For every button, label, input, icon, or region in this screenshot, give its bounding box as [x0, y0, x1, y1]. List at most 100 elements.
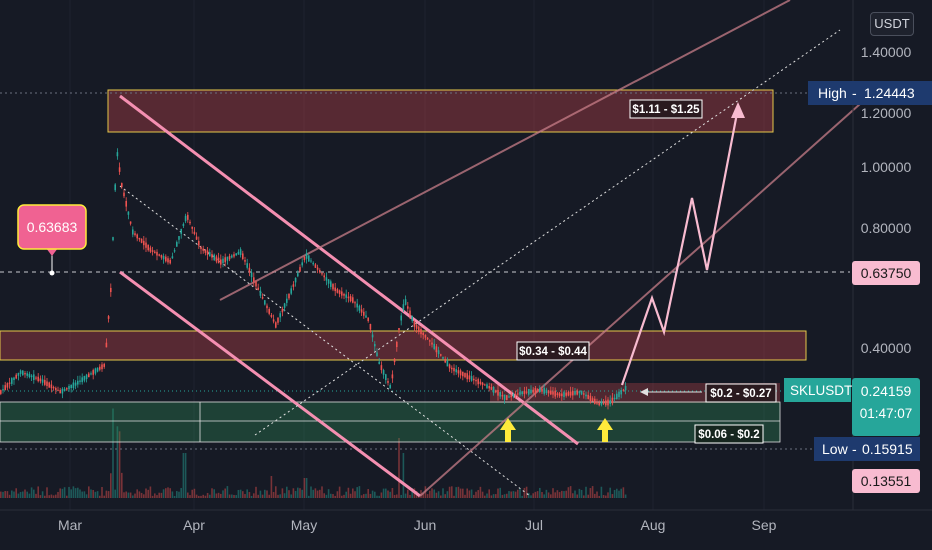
candle-body — [528, 388, 530, 395]
candle-body — [462, 371, 464, 377]
volume-bar — [596, 491, 598, 498]
time-axis[interactable]: Mar Apr May Jun Jul Aug Sep — [58, 517, 777, 533]
candle-body — [158, 254, 160, 256]
volume-bar — [466, 488, 468, 498]
volume-bar — [121, 472, 123, 498]
volume-bar — [363, 494, 365, 498]
volume-bar — [46, 487, 48, 498]
candle-body — [215, 256, 218, 262]
candle-body — [92, 370, 94, 375]
volume-bar — [28, 493, 31, 498]
volume-bar — [338, 486, 341, 498]
candle-body — [442, 357, 444, 359]
volume-bar — [85, 494, 88, 498]
volume-bar — [330, 493, 332, 498]
volume-bar — [224, 488, 226, 498]
candle-body — [583, 393, 585, 395]
volume-bar — [341, 495, 343, 498]
candle-body — [473, 378, 475, 381]
svg-text:Low: Low — [822, 441, 849, 457]
candle-body — [283, 303, 286, 308]
volume-bar — [358, 486, 361, 498]
volume-bar — [88, 486, 90, 498]
volume-bar — [336, 491, 339, 498]
candle-body — [77, 380, 79, 385]
zone-rect-4[interactable] — [0, 401, 781, 443]
candle-body — [90, 373, 92, 375]
volume-bar — [389, 491, 391, 498]
zone-label-3: $0.2 - $0.27 — [705, 383, 777, 403]
volume-bar — [470, 489, 473, 498]
volume-bar — [345, 491, 347, 498]
callout-box[interactable] — [17, 204, 87, 250]
y-tick-label: 1.20000 — [861, 105, 912, 121]
candle-body — [501, 395, 504, 397]
candle-body — [356, 303, 358, 308]
candle-body — [167, 258, 169, 263]
desc-channel-upper[interactable] — [119, 94, 579, 446]
volume-bar — [598, 495, 600, 498]
volume-bar — [530, 495, 532, 498]
candle-body — [600, 402, 603, 405]
candle-body — [620, 390, 622, 395]
candle-body — [17, 373, 20, 376]
candle-body — [145, 242, 147, 248]
asc-channel-upper[interactable] — [219, 0, 791, 301]
candle-body — [211, 254, 213, 258]
candle-body — [616, 393, 618, 400]
candle-body — [228, 255, 231, 260]
candle-body — [387, 381, 389, 383]
candle-body — [33, 374, 35, 381]
asc-channel-lower[interactable] — [419, 103, 861, 497]
candle-body — [363, 311, 365, 316]
candle-body — [101, 364, 103, 370]
volume-bar — [554, 492, 556, 498]
candle-body — [572, 390, 574, 396]
zone-rect-2[interactable] — [0, 330, 807, 361]
volume-bar — [308, 495, 310, 498]
candle-body — [50, 384, 53, 389]
volume-bar — [446, 491, 449, 498]
candle-body — [367, 317, 369, 322]
candle-body — [79, 380, 81, 382]
callout-dot — [49, 270, 55, 276]
candle-body — [259, 290, 262, 296]
volume-bar — [286, 486, 288, 498]
candle-body — [154, 251, 156, 254]
candle-body — [468, 375, 471, 380]
volume-bar — [176, 491, 178, 498]
candle-body — [140, 238, 143, 243]
candle-body — [371, 334, 374, 338]
price-axis[interactable]: 1.40000 1.20000 1.00000 0.80000 0.40000 — [861, 44, 912, 356]
desc-channel-lower[interactable] — [119, 270, 421, 498]
volume-bar — [94, 491, 97, 498]
candle-body — [195, 236, 198, 240]
volume-bar — [178, 491, 180, 498]
zone-label-1: $1.11 - $1.25 — [629, 99, 703, 119]
volume-bar — [464, 494, 466, 498]
volume-bar — [253, 493, 255, 498]
volume-bar — [506, 493, 508, 498]
volume-bar — [521, 495, 523, 498]
candle-body — [187, 214, 189, 220]
volume-bar — [233, 494, 235, 498]
volume-bar — [622, 487, 625, 498]
volume-bar — [281, 488, 284, 498]
candle-body — [24, 373, 26, 375]
volume-bar — [444, 494, 446, 498]
volume-bar — [297, 487, 299, 498]
candle-body — [341, 291, 343, 296]
volume-bar — [77, 487, 79, 498]
projection-path[interactable] — [620, 107, 740, 386]
volume-bar — [140, 492, 143, 498]
candle-body — [415, 325, 418, 329]
currency-button[interactable]: USDT — [870, 12, 914, 36]
candle-body — [121, 183, 123, 187]
volume-bar — [242, 491, 244, 498]
volume-bar — [352, 488, 354, 498]
candle-body — [184, 215, 187, 222]
candle-body — [61, 388, 64, 394]
candle-body — [217, 257, 220, 264]
